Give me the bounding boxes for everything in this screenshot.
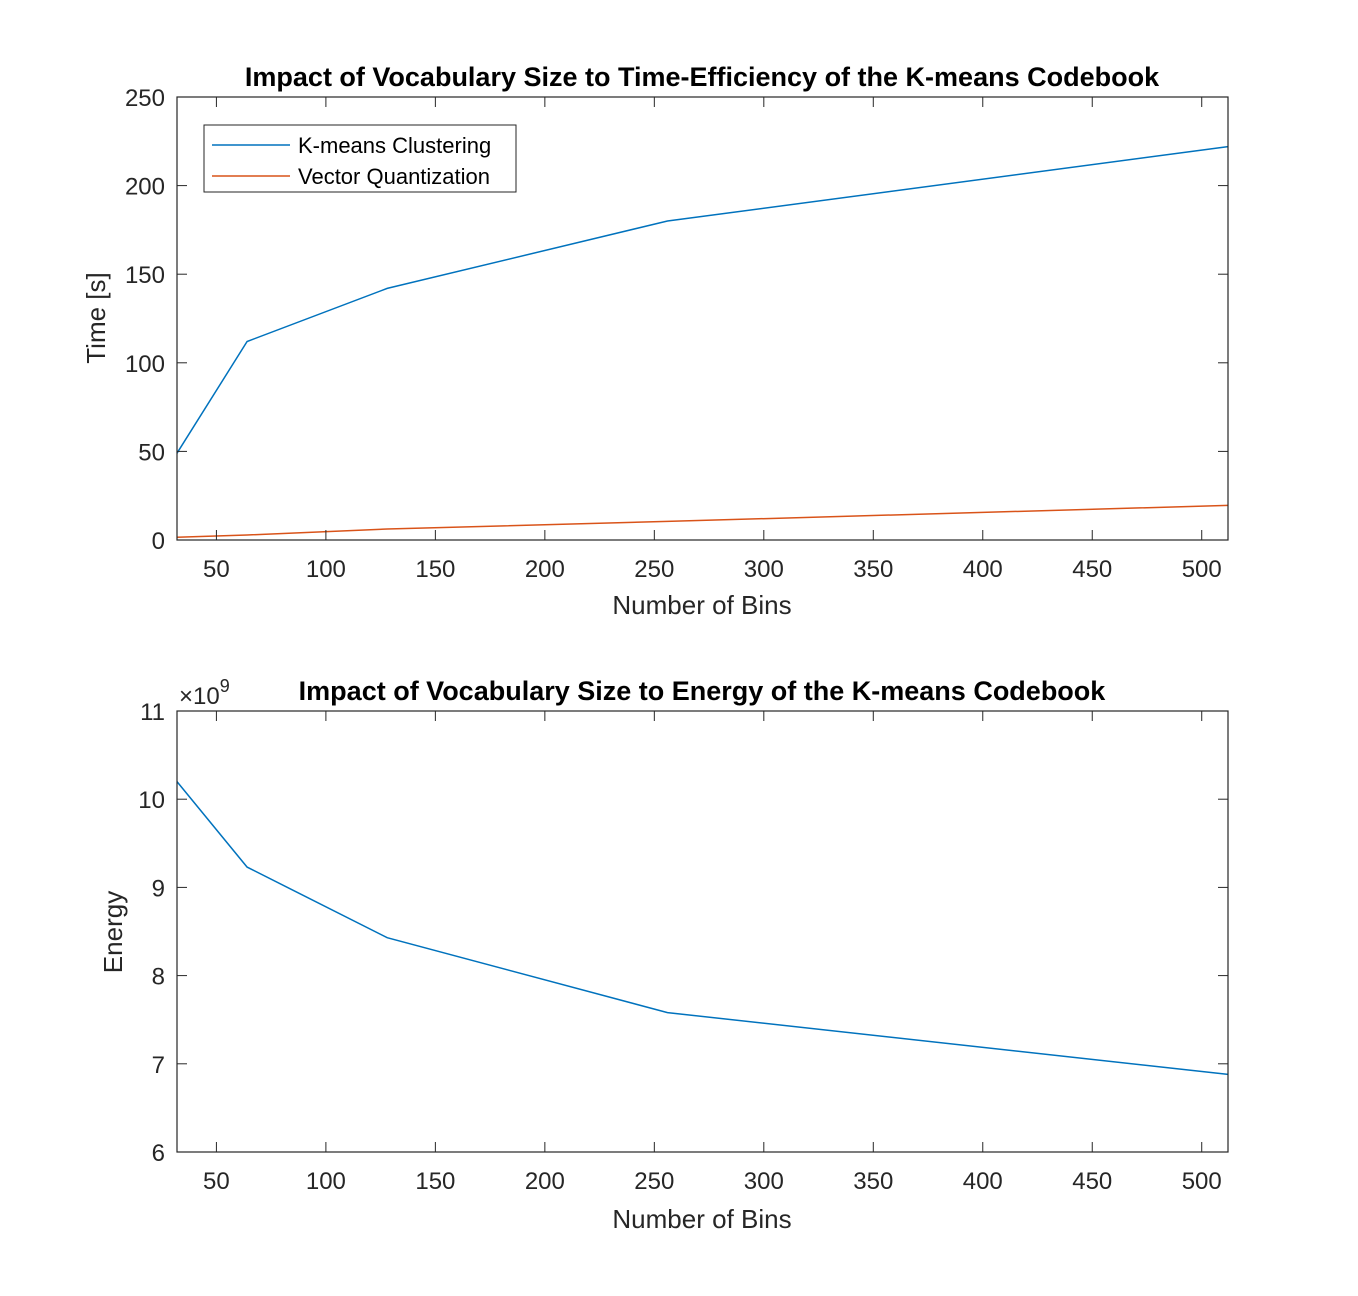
energy-x-axis-label: Number of Bins — [612, 1204, 791, 1234]
exponent-base: ×10 — [179, 683, 220, 710]
x-tick-label: 300 — [744, 556, 784, 583]
x-tick-label: 350 — [853, 556, 893, 583]
energy-axes-box — [176, 710, 1229, 1153]
x-tick-label: 500 — [1182, 1168, 1222, 1195]
energy-subplot: Impact of Vocabulary Size to Energy of t… — [98, 676, 1229, 1234]
x-tick-label: 400 — [963, 1168, 1003, 1195]
x-tick-label: 200 — [525, 556, 565, 583]
x-tick-label: 200 — [525, 1168, 565, 1195]
legend-label-kmeans: K-means Clustering — [298, 133, 491, 158]
x-tick-label: 150 — [415, 556, 455, 583]
y-tick-label: 50 — [138, 439, 165, 466]
series-line-k-means-clustering — [176, 145, 1229, 454]
y-tick-label: 8 — [152, 964, 165, 991]
time-x-axis-label: Number of Bins — [612, 590, 791, 620]
exponent-power: 9 — [220, 676, 230, 696]
y-tick-label: 200 — [125, 174, 165, 201]
time-y-axis-label: Time [s] — [81, 272, 111, 363]
y-tick-label: 10 — [138, 787, 165, 814]
y-tick-label: 100 — [125, 351, 165, 378]
time-chart-title: Impact of Vocabulary Size to Time-Effici… — [245, 62, 1160, 92]
x-tick-label: 350 — [853, 1168, 893, 1195]
x-tick-label: 400 — [963, 556, 1003, 583]
energy-plot-area — [176, 781, 1229, 1076]
series-line-energy — [176, 781, 1229, 1076]
y-tick-label: 150 — [125, 262, 165, 289]
legend-box — [203, 124, 517, 193]
x-tick-label: 450 — [1072, 1168, 1112, 1195]
x-tick-label: 50 — [203, 1168, 230, 1195]
time-legend: K-means Clustering Vector Quantization — [203, 124, 517, 193]
x-tick-label: 300 — [744, 1168, 784, 1195]
energy-axis-exponent: ×109 — [179, 676, 230, 710]
y-tick-label: 250 — [125, 85, 165, 112]
time-axes-box — [176, 96, 1229, 541]
time-x-ticks: 50 100 150 200 250 300 350 400 450 500 — [203, 97, 1222, 583]
y-tick-label: 6 — [152, 1140, 165, 1167]
energy-x-ticks: 50 100 150 200 250 300 350 400 450 500 — [203, 711, 1222, 1195]
y-tick-label: 11 — [140, 699, 165, 726]
time-plot-area — [176, 145, 1229, 539]
energy-y-axis-label: Energy — [98, 891, 128, 973]
y-tick-label: 7 — [152, 1052, 165, 1079]
x-tick-label: 50 — [203, 556, 230, 583]
y-tick-label: 0 — [152, 528, 165, 555]
x-tick-label: 100 — [306, 556, 346, 583]
energy-chart-title: Impact of Vocabulary Size to Energy of t… — [299, 676, 1107, 706]
series-line-vector-quantization — [176, 504, 1229, 539]
x-tick-label: 100 — [306, 1168, 346, 1195]
y-tick-label: 9 — [152, 875, 165, 902]
x-tick-label: 500 — [1182, 556, 1222, 583]
energy-y-ticks: 6 7 8 9 10 11 — [138, 699, 1228, 1167]
time-y-ticks: 0 50 100 150 200 250 — [125, 85, 1228, 555]
x-tick-label: 250 — [634, 556, 674, 583]
x-tick-label: 450 — [1072, 556, 1112, 583]
legend-label-vq: Vector Quantization — [298, 164, 490, 189]
x-tick-label: 250 — [634, 1168, 674, 1195]
x-tick-label: 150 — [415, 1168, 455, 1195]
time-subplot: Impact of Vocabulary Size to Time-Effici… — [81, 62, 1229, 620]
